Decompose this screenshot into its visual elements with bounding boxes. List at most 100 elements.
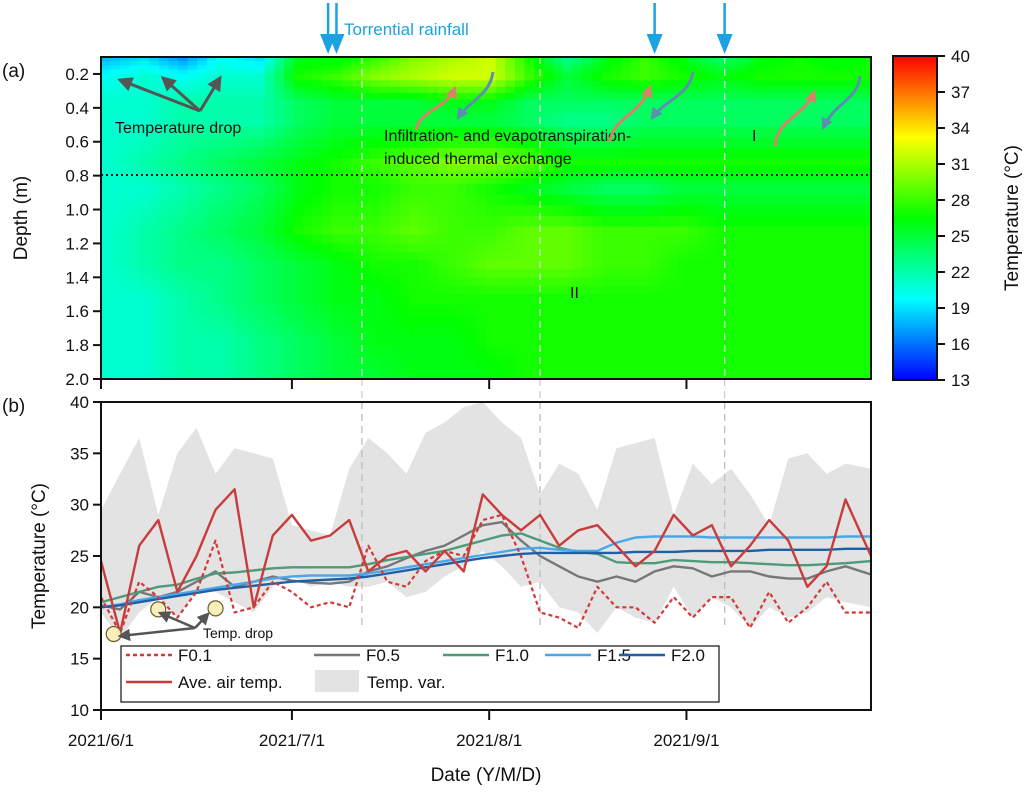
heatmap-cell (370, 57, 381, 62)
heatmap-cell (158, 184, 169, 196)
heatmap-cell (437, 315, 449, 327)
heatmap-cell (418, 194, 429, 206)
heatmap-cell (851, 260, 862, 270)
heatmap-cell (486, 226, 497, 236)
heatmap-cell (736, 126, 747, 139)
heatmap-cell (620, 107, 631, 113)
heatmap-cell (803, 177, 814, 185)
heatmap-cell (851, 268, 862, 278)
heatmap-cell (563, 368, 574, 379)
heatmap-cell (505, 326, 516, 338)
heatmap-cell (149, 93, 160, 100)
panel-a-heatmap: 0.20.40.60.81.01.21.41.61.82.0 (a) Depth… (2, 3, 1023, 402)
heatmap-cell (437, 268, 449, 278)
heatmap-cell (197, 184, 208, 196)
heatmap-cell (399, 103, 410, 109)
heatmap-cell (351, 357, 362, 369)
heatmap-cell (649, 268, 660, 278)
heatmap-cell (736, 112, 747, 117)
heatmap-cell (678, 260, 689, 270)
heatmap-cell (505, 61, 516, 66)
heatmap-cell (149, 357, 160, 369)
depth-axis-title: Depth (m) (11, 176, 32, 260)
heatmap-cell (486, 107, 497, 113)
heatmap-cell (582, 347, 593, 359)
heatmap-cell (534, 294, 545, 306)
heatmap-cell (486, 251, 497, 261)
heatmap-cell (399, 126, 410, 139)
heatmap-cell (726, 251, 737, 261)
heatmap-cell (129, 93, 141, 100)
heatmap-cell (168, 368, 179, 379)
heatmap-cell (707, 336, 718, 348)
heatmap-cell (178, 277, 189, 287)
heatmap-cell (601, 177, 612, 185)
heatmap-cell (418, 336, 429, 348)
heatmap-cell (129, 137, 141, 149)
heatmap-cell (206, 148, 218, 160)
heatmap-cell (582, 116, 593, 128)
heatmap-cell (476, 69, 487, 75)
heatmap-cell (101, 99, 112, 105)
colorbar-title: Temperature (°C) (1002, 145, 1023, 291)
heatmap-cell (197, 304, 208, 317)
heatmap-cell (601, 294, 612, 306)
heatmap-cell (341, 347, 352, 359)
heatmap-cell (697, 57, 708, 62)
heatmap-cell (110, 315, 121, 327)
heatmap-cell (620, 205, 631, 217)
heatmap-cell (389, 171, 400, 179)
heatmap-cell (168, 205, 179, 217)
heatmap-cell (803, 65, 814, 71)
heatmap-cell (226, 112, 237, 117)
heatmap-cell (668, 368, 680, 379)
heatmap-cell (697, 99, 708, 105)
heatmap-cell (543, 86, 554, 94)
heatmap-cell (813, 126, 824, 139)
heatmap-cell (303, 304, 314, 317)
heatmap-cell (264, 260, 275, 270)
heatmap-cell (245, 357, 256, 369)
heatmap-cell (457, 93, 468, 100)
heatmap-cell (370, 177, 381, 185)
heatmap-cell (360, 368, 372, 379)
heatmap-cell (755, 57, 766, 62)
heatmap-cell (765, 368, 776, 379)
heatmap-cell (534, 177, 545, 185)
colorbar-tick-label: 22 (951, 263, 970, 282)
heatmap-cell (216, 294, 227, 306)
heatmap-cell (717, 93, 728, 100)
heatmap-cell (630, 86, 641, 94)
date-tick-label: 2021/7/1 (259, 731, 325, 750)
heatmap-cell (591, 116, 603, 128)
heatmap-cell (755, 205, 766, 217)
temperature-tick-label: 20 (70, 598, 89, 617)
heatmap-cell (822, 126, 834, 139)
heatmap-cell (726, 57, 737, 62)
heatmap-cell (457, 277, 468, 287)
heatmap-cell (418, 65, 429, 71)
heatmap-cell (370, 226, 381, 236)
heatmap-cell (524, 61, 535, 66)
heatmap-cell (851, 234, 862, 244)
heatmap-cell (139, 215, 150, 228)
heatmap-cell (784, 57, 795, 62)
heatmap-cell (543, 93, 554, 100)
heatmap-cell (582, 368, 593, 379)
heatmap-cell (668, 304, 680, 317)
heatmap-cell (524, 99, 535, 105)
heatmap-cell (447, 347, 458, 359)
heatmap-cell (264, 277, 275, 287)
heatmap-cell (803, 137, 814, 149)
heatmap-cell (611, 357, 622, 369)
heatmap-cell (514, 294, 526, 306)
heatmap-cell (389, 368, 400, 379)
heatmap-cell (274, 73, 285, 81)
heatmap-cell (226, 107, 237, 113)
heatmap-cell (524, 73, 535, 81)
heatmap-cell (158, 65, 169, 71)
heatmap-cell (861, 243, 871, 253)
heatmap-cell (476, 86, 487, 94)
heatmap-cell (717, 347, 728, 359)
heatmap-cell (370, 243, 381, 253)
